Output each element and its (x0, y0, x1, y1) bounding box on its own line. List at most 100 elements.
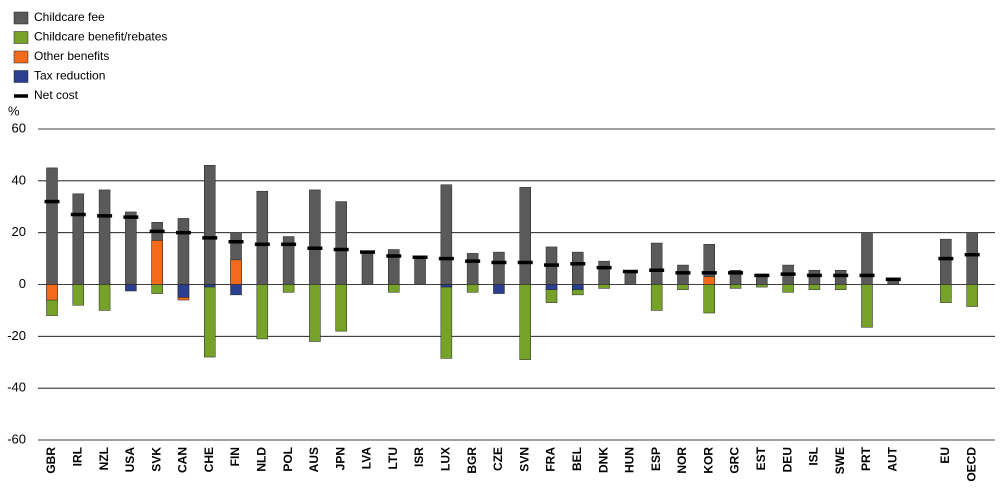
bar (203, 284, 216, 358)
legend-label: Childcare fee (34, 10, 105, 24)
bar (125, 284, 137, 292)
x-tick-label: POL (281, 447, 295, 472)
x-tick-label: ISL (807, 447, 821, 466)
legend-label: Net cost (34, 88, 79, 102)
bar (572, 284, 584, 290)
x-tick-label: EST (754, 446, 768, 470)
x-tick-label: NOR (675, 447, 689, 474)
x-tick-label: AUS (307, 447, 321, 472)
x-tick-label: OECD (964, 447, 978, 482)
bar (203, 165, 216, 285)
bar (493, 251, 505, 285)
y-tick-label: 60 (12, 120, 26, 135)
bar (940, 238, 952, 285)
legend-label: Tax reduction (34, 69, 105, 83)
bar (151, 240, 163, 285)
x-tick-label: FRA (544, 447, 558, 472)
bar (46, 284, 58, 301)
bar (177, 218, 190, 285)
bar (309, 189, 321, 285)
legend-swatch (13, 50, 29, 64)
y-tick-label: 20 (12, 224, 26, 239)
bar (677, 264, 689, 285)
x-tick-label: BEL (570, 447, 584, 471)
bar (966, 232, 978, 285)
bar (519, 187, 531, 285)
bar (650, 242, 663, 285)
bar (230, 259, 242, 285)
bar (598, 284, 610, 289)
bar (335, 284, 347, 332)
bar (493, 284, 505, 294)
x-tick-label: DNK (596, 447, 610, 473)
bar (151, 284, 163, 294)
y-tick-label: 40 (12, 172, 26, 187)
bar (177, 284, 190, 298)
x-tick-label: IRL (70, 447, 84, 466)
bar (335, 201, 347, 285)
y-tick-label: 0 (19, 276, 26, 291)
x-tick-label: LUX (439, 447, 453, 471)
bar (650, 284, 663, 311)
bar (282, 284, 295, 293)
bar (940, 284, 952, 303)
bar (545, 284, 558, 290)
bar (361, 251, 374, 285)
bar (808, 269, 821, 285)
y-tick-label: -20 (7, 328, 26, 343)
bar (703, 276, 715, 285)
x-tick-label: NZL (97, 447, 111, 470)
bar (125, 211, 137, 285)
x-tick-label: ISR (412, 447, 426, 467)
bar (440, 284, 453, 288)
x-tick-label: GRC (728, 447, 742, 474)
x-tick-label: HUN (623, 447, 637, 473)
bar (98, 284, 111, 311)
bar (808, 284, 821, 290)
bar (466, 253, 479, 285)
x-tick-label: ESP (649, 447, 663, 471)
bar (98, 189, 111, 285)
x-tick-label: CHE (202, 447, 216, 472)
x-tick-label: CZE (491, 447, 505, 471)
bar (256, 284, 269, 340)
bar (72, 284, 85, 306)
bar (230, 284, 242, 296)
x-tick-label: KOR (701, 447, 715, 474)
x-tick-label: PRT (859, 446, 873, 471)
legend-swatch (13, 11, 29, 25)
legend-label: Childcare benefit/rebates (34, 30, 167, 44)
bar (72, 193, 85, 285)
bar (519, 284, 531, 360)
y-tick-label: -60 (7, 431, 26, 446)
bar (729, 284, 742, 289)
bar (834, 284, 847, 290)
bar (440, 284, 453, 359)
x-tick-label: LVA (360, 447, 374, 470)
bar (677, 284, 689, 290)
bar (466, 284, 479, 293)
legend-swatch (13, 70, 29, 83)
bar (414, 255, 426, 285)
x-tick-label: FIN (228, 447, 242, 466)
bar (388, 284, 400, 293)
bar (256, 190, 269, 285)
x-tick-label: EU (938, 447, 952, 464)
bar (46, 167, 58, 285)
bar (309, 284, 321, 342)
y-axis-label: % (8, 103, 20, 118)
x-tick-label: GBR (44, 447, 58, 474)
bar (572, 251, 584, 285)
x-tick-label: USA (123, 447, 137, 473)
bar (598, 260, 610, 285)
x-tick-label: SVN (517, 447, 531, 472)
x-tick-label: NLD (254, 447, 268, 472)
x-tick-label: SVK (149, 447, 163, 472)
x-tick-label: LTU (386, 447, 400, 469)
x-tick-label: SWE (833, 447, 847, 474)
x-tick-label: CAN (176, 447, 190, 473)
bar (834, 269, 847, 285)
bar (703, 284, 715, 314)
x-tick-label: BGR (465, 447, 479, 474)
